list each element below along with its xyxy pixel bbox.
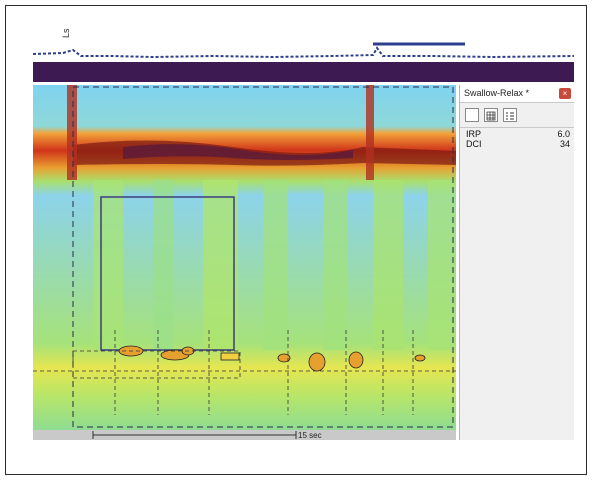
channel-label: Ls [61,28,71,38]
time-scale-label: 15 sec [298,431,322,440]
time-ruler [33,430,456,440]
single-view-icon[interactable] [465,108,479,122]
metric-name: DCI [466,139,482,149]
grid-view-icon[interactable] [484,108,498,122]
guide-lines [33,330,456,415]
manometry-plot[interactable] [33,85,456,430]
list-view-icon[interactable] [503,108,517,122]
upper-sphincter-band [33,62,574,82]
panel-toolbar [460,104,574,128]
metric-row-dci: DCI 34 [466,139,570,149]
metrics-list: IRP 6.0 DCI 34 [466,129,570,149]
pressure-trace-strip [33,42,574,59]
metric-row-irp: IRP 6.0 [466,129,570,139]
panel-title-bar: Swallow-Relax * × [460,85,574,103]
panel-title: Swallow-Relax * [464,88,530,98]
metric-name: IRP [466,129,482,139]
pressure-columns [93,180,456,350]
metric-value: 34 [559,139,570,149]
metric-value: 6.0 [557,129,570,139]
close-icon[interactable]: × [559,88,571,99]
swallow-relax-panel: Swallow-Relax * × IRP 6.0 DCI 34 [459,85,574,440]
